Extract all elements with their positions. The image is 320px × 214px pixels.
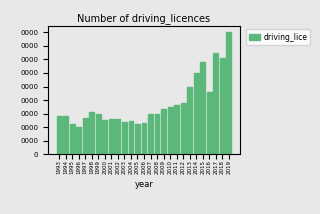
X-axis label: year: year [135,180,153,189]
Bar [135,124,140,154]
Bar [155,114,159,154]
Bar [89,112,94,154]
Bar [220,58,225,154]
Bar [57,116,62,154]
Title: Number of driving_licences: Number of driving_licences [77,13,211,24]
Bar [226,33,231,154]
Bar [129,121,133,154]
Bar [181,103,186,154]
Bar [141,123,147,154]
Bar [70,124,75,154]
Bar [122,122,127,154]
Bar [174,106,179,154]
Bar [102,120,107,154]
Bar [96,114,101,154]
Bar [116,119,120,154]
Bar [194,73,199,154]
Bar [161,110,166,154]
Bar [213,53,218,154]
Bar [83,117,88,154]
Bar [187,86,192,154]
Legend: driving_lice: driving_lice [246,30,310,45]
Bar [109,119,114,154]
Bar [207,92,212,154]
Bar [200,62,205,154]
Bar [76,127,81,154]
Bar [148,114,153,154]
Bar [63,116,68,154]
Bar [168,107,172,154]
